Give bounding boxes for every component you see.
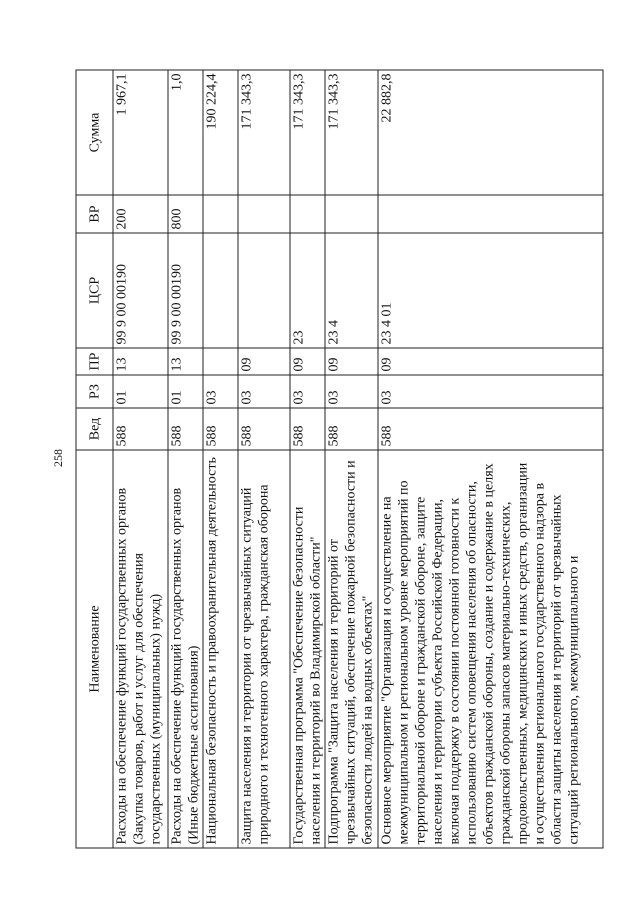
cell-ved: 588 — [290, 408, 325, 450]
cell-sum: 171 343,3 — [290, 70, 325, 195]
cell-rz: 03 — [203, 375, 238, 408]
cell-pr: 13 — [168, 348, 203, 375]
cell-ved: 588 — [238, 408, 290, 450]
cell-vr — [290, 195, 325, 233]
header-sum: Сумма — [76, 70, 113, 195]
cell-sum: 171 343,3 — [238, 70, 290, 195]
cell-csr: 23 — [290, 233, 325, 348]
table-row: Государственная программа "Обеспечение б… — [290, 70, 325, 848]
cell-ved: 588 — [113, 408, 168, 450]
table-row: Основное мероприятие "Организация и осущ… — [378, 70, 603, 848]
cell-csr: 99 9 00 00190 — [113, 233, 168, 348]
cell-sum: 1 967,1 — [113, 70, 168, 195]
cell-ved: 588 — [325, 408, 378, 450]
cell-pr: 09 — [378, 348, 603, 375]
cell-pr: 13 — [113, 348, 168, 375]
cell-vr: 200 — [113, 195, 168, 233]
cell-rz: 03 — [378, 375, 603, 408]
header-row: Наименование Вед РЗ ПР ЦСР ВР Сумма — [76, 70, 113, 848]
header-pr: ПР — [76, 348, 113, 375]
cell-rz: 03 — [238, 375, 290, 408]
table-row: Расходы на обеспечение функций государст… — [168, 70, 203, 848]
cell-name: Расходы на обеспечение функций государст… — [168, 450, 203, 848]
cell-name: Подпрограмма "Защита населения и террито… — [325, 450, 378, 848]
cell-name: Основное мероприятие "Организация и осущ… — [378, 450, 603, 848]
cell-pr: 09 — [290, 348, 325, 375]
cell-pr: 09 — [238, 348, 290, 375]
cell-sum: 171 343,3 — [325, 70, 378, 195]
page-number: 258 — [51, 449, 65, 467]
cell-ved: 588 — [203, 408, 238, 450]
budget-table-page: Наименование Вед РЗ ПР ЦСР ВР Сумма Расх… — [76, 70, 604, 849]
cell-name: Национальная безопасность и правоохранит… — [203, 450, 238, 848]
table-row: Национальная безопасность и правоохранит… — [203, 70, 238, 848]
cell-rz: 01 — [168, 375, 203, 408]
cell-ved: 588 — [168, 408, 203, 450]
cell-csr — [203, 233, 238, 348]
header-csr: ЦСР — [76, 233, 113, 348]
cell-name: Государственная программа "Обеспечение б… — [290, 450, 325, 848]
cell-rz: 03 — [290, 375, 325, 408]
cell-pr: 09 — [325, 348, 378, 375]
cell-name: Защита населения и территории от чрезвыч… — [238, 450, 290, 848]
cell-vr: 800 — [168, 195, 203, 233]
cell-sum: 190 224,4 — [203, 70, 238, 195]
cell-csr: 23 4 01 — [378, 233, 603, 348]
cell-csr: 99 9 00 00190 — [168, 233, 203, 348]
cell-rz: 03 — [325, 375, 378, 408]
cell-name: Расходы на обеспечение функций государст… — [113, 450, 168, 848]
cell-vr — [238, 195, 290, 233]
header-ved: Вед — [76, 408, 113, 450]
cell-sum: 22 882,8 — [378, 70, 603, 195]
table-row: Расходы на обеспечение функций государст… — [113, 70, 168, 848]
cell-pr — [203, 348, 238, 375]
header-rz: РЗ — [76, 375, 113, 408]
table-row: Защита населения и территории от чрезвыч… — [238, 70, 290, 848]
table-row: Подпрограмма "Защита населения и террито… — [325, 70, 378, 848]
header-name: Наименование — [76, 450, 113, 848]
cell-csr — [238, 233, 290, 348]
cell-sum: 1,0 — [168, 70, 203, 195]
cell-csr: 23 4 — [325, 233, 378, 348]
budget-table: Наименование Вед РЗ ПР ЦСР ВР Сумма Расх… — [76, 70, 604, 849]
cell-vr — [203, 195, 238, 233]
cell-vr — [325, 195, 378, 233]
cell-vr — [378, 195, 603, 233]
header-vr: ВР — [76, 195, 113, 233]
cell-ved: 588 — [378, 408, 603, 450]
cell-rz: 01 — [113, 375, 168, 408]
